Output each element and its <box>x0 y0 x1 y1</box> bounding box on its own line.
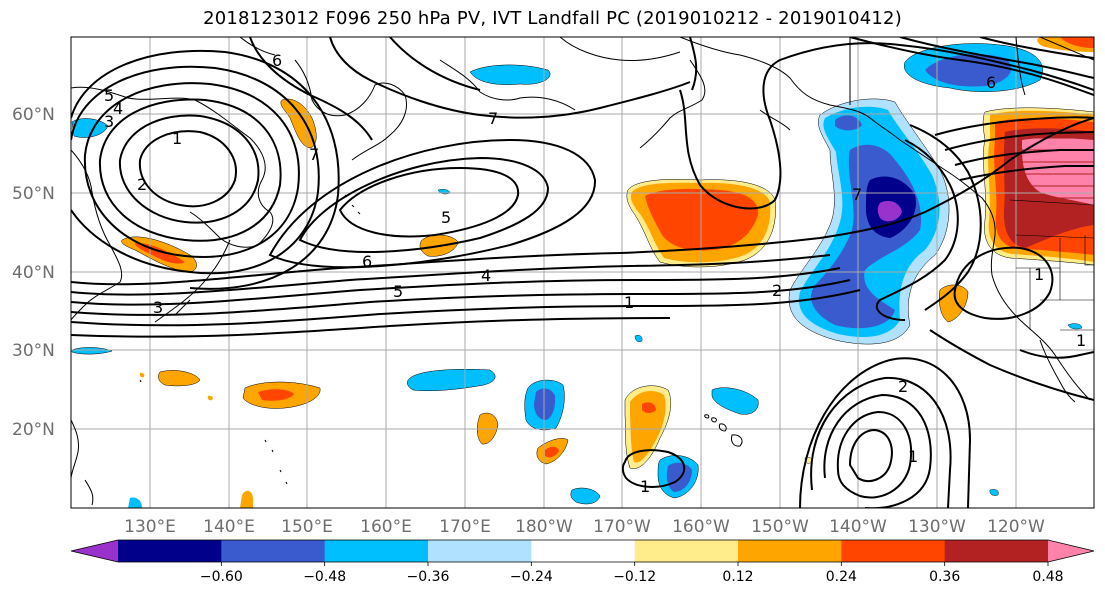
lon-label: 160°W <box>672 517 730 537</box>
contour-label: 6 <box>272 51 282 70</box>
contour-label: 1 <box>624 293 634 312</box>
contour-label: 2 <box>898 377 908 396</box>
map-content: 5 4 3 1 2 6 7 7 5 6 5 4 3 1 2 7 6 1 1 2 <box>71 37 1094 508</box>
figure-title: 2018123012 F096 250 hPa PV, IVT Landfall… <box>203 8 902 29</box>
borders <box>1009 199 1094 331</box>
colorbar-segment <box>428 540 532 562</box>
colorbar-tick-label: 0.24 <box>826 569 857 585</box>
contour-label: 2 <box>772 281 782 300</box>
lon-label: 170°E <box>439 517 491 537</box>
longitude-labels: 130°E 140°E 150°E 160°E 170°E 180°W 170°… <box>124 517 1045 537</box>
contour-label: 7 <box>852 185 862 204</box>
lat-label: 20°N <box>12 420 55 440</box>
contour-label: 5 <box>441 208 451 227</box>
lat-label: 30°N <box>12 341 55 361</box>
colorbar-extension-high <box>1048 540 1094 562</box>
lon-label: 180°W <box>515 517 573 537</box>
contour-label: 1 <box>908 447 918 466</box>
pv-shading <box>71 37 1094 508</box>
colorbar-tick-label: −0.36 <box>407 569 450 585</box>
latitude-labels: 60°N 50°N 40°N 30°N 20°N <box>12 105 55 440</box>
lon-label: 130°E <box>124 517 176 537</box>
contour-label: 7 <box>488 109 498 128</box>
colorbar-tick-label: 0.36 <box>929 569 960 585</box>
colorbar-tick-label: 0.12 <box>722 569 753 585</box>
colorbar-segment <box>118 540 222 562</box>
contour-label: 6 <box>986 73 996 92</box>
lat-label: 60°N <box>12 105 55 125</box>
lon-label: 140°E <box>203 517 255 537</box>
lon-label: 170°W <box>593 517 651 537</box>
contour-label: 7 <box>309 145 319 164</box>
contour-label: 4 <box>481 266 491 285</box>
colorbar-segment <box>944 540 1049 562</box>
colorbar-tick-label: −0.48 <box>303 569 346 585</box>
contour-label: 1 <box>640 477 650 496</box>
contour-label: 3 <box>104 112 114 131</box>
contour-label: 5 <box>393 282 403 301</box>
contour-label: 3 <box>153 298 163 317</box>
lon-label: 140°W <box>829 517 887 537</box>
colorbar-segment <box>841 540 946 562</box>
colorbar-extension-low <box>71 540 118 562</box>
contour-label: 1 <box>1076 331 1086 350</box>
colorbar-tick-label: −0.24 <box>510 569 553 585</box>
colorbar-segment <box>634 540 739 562</box>
lon-label: 130°W <box>908 517 966 537</box>
colorbar-segment <box>221 540 326 562</box>
contour-label: 6 <box>362 252 372 271</box>
lon-label: 150°W <box>751 517 809 537</box>
colorbar-segment <box>531 540 636 562</box>
lat-label: 50°N <box>12 184 55 204</box>
contour-label: 2 <box>137 175 147 194</box>
colorbar-outline <box>70 539 1095 563</box>
contour-labels: 5 4 3 1 2 6 7 7 5 6 5 4 3 1 2 7 6 1 1 2 <box>104 51 1086 496</box>
colorbar: −0.60 −0.48 −0.36 −0.24 −0.12 0.12 0.24 0.36 0.4… <box>70 539 1095 585</box>
lon-label: 120°W <box>987 517 1045 537</box>
colorbar-segment <box>324 540 429 562</box>
colorbar-tick-label: −0.12 <box>613 569 656 585</box>
contour-label: 4 <box>113 99 123 118</box>
lon-label: 150°E <box>281 517 333 537</box>
colorbar-tick-label: 0.48 <box>1032 569 1063 585</box>
colorbar-tick-label: −0.60 <box>200 569 243 585</box>
contours <box>71 37 1094 508</box>
colorbar-segment <box>738 540 842 562</box>
contour-label: 5 <box>104 86 114 105</box>
contour-label: 1 <box>1034 265 1044 284</box>
gridlines <box>71 37 1094 508</box>
map-frame <box>70 36 1095 509</box>
lat-label: 40°N <box>12 263 55 283</box>
contour-label: 1 <box>172 129 182 148</box>
lon-label: 160°E <box>360 517 412 537</box>
